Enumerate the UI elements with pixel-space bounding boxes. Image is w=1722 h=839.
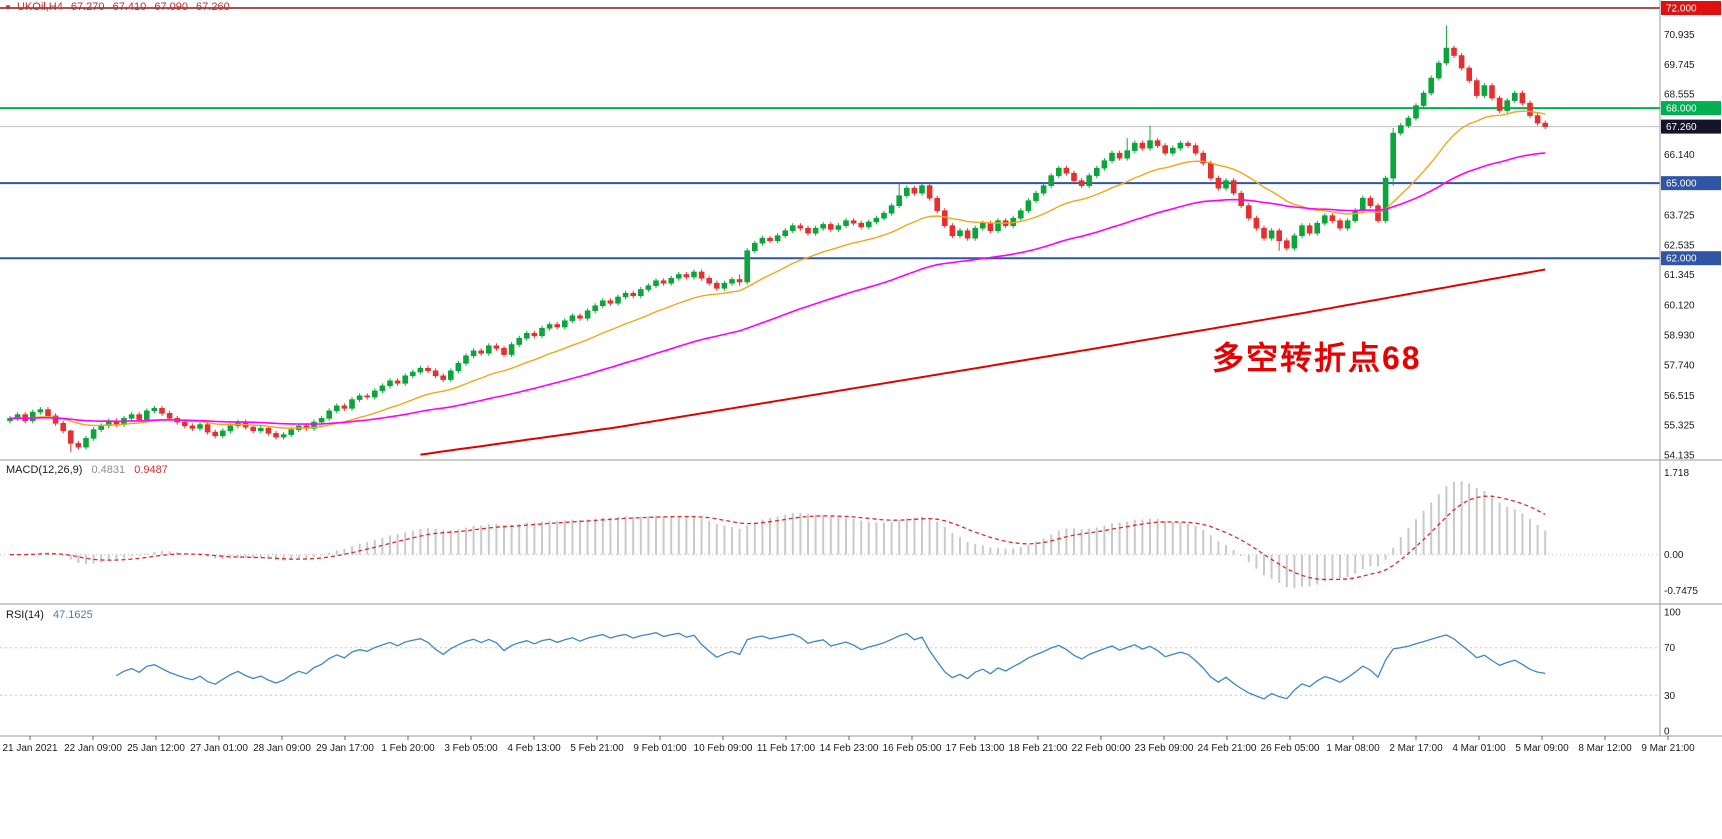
moving-averages-layer <box>9 110 1546 456</box>
macd-main-value: 0.4831 <box>91 464 126 476</box>
price-axis[interactable]: 70.935 69.745 68.555 66.140 63.725 62.535 61.3… <box>1661 1 1721 738</box>
svg-text:65.000: 65.000 <box>1666 179 1697 190</box>
svg-text:60.120: 60.120 <box>1664 301 1695 312</box>
svg-text:26 Feb 05:00: 26 Feb 05:00 <box>1261 743 1320 754</box>
svg-text:23 Feb 09:00: 23 Feb 09:00 <box>1135 743 1194 754</box>
ohlc-open-value: 67.270 <box>70 1 105 13</box>
svg-text:70.935: 70.935 <box>1664 30 1695 41</box>
svg-text:-0.7475: -0.7475 <box>1664 586 1698 597</box>
time-axis[interactable]: 21 Jan 2021 22 Jan 09:00 25 Jan 12:00 27 Ja… <box>2 736 1695 754</box>
svg-text:3 Feb 05:00: 3 Feb 05:00 <box>444 743 498 754</box>
svg-text:56.515: 56.515 <box>1664 391 1695 402</box>
svg-text:58.930: 58.930 <box>1664 331 1695 342</box>
svg-text:0: 0 <box>1664 727 1670 738</box>
ma-line-fast-orange <box>9 110 1546 429</box>
macd-signal-line <box>9 495 1546 581</box>
svg-text:1.718: 1.718 <box>1664 468 1689 479</box>
svg-text:0.00: 0.00 <box>1664 550 1684 561</box>
svg-text:54.135: 54.135 <box>1664 451 1695 462</box>
svg-text:16 Feb 05:00: 16 Feb 05:00 <box>883 743 942 754</box>
svg-text:72.000: 72.000 <box>1666 4 1697 15</box>
svg-text:66.140: 66.140 <box>1664 150 1695 161</box>
macd-signal-value: 0.9487 <box>134 464 168 476</box>
svg-text:9 Feb 01:00: 9 Feb 01:00 <box>633 743 687 754</box>
rsi-indicator-label: RSI(14) 47.1625 <box>6 609 99 621</box>
svg-text:5 Feb 21:00: 5 Feb 21:00 <box>570 743 624 754</box>
svg-text:14 Feb 23:00: 14 Feb 23:00 <box>820 743 879 754</box>
svg-text:63.725: 63.725 <box>1664 211 1695 222</box>
svg-text:62.535: 62.535 <box>1664 240 1695 251</box>
macd-indicator-label: MACD(12,26,9) 0.4831 0.9487 <box>6 464 174 476</box>
svg-text:2 Mar 17:00: 2 Mar 17:00 <box>1389 743 1443 754</box>
svg-text:1 Feb 20:00: 1 Feb 20:00 <box>381 743 435 754</box>
svg-text:70: 70 <box>1664 643 1676 654</box>
svg-text:21 Jan 2021: 21 Jan 2021 <box>2 743 57 754</box>
price-badge-65.000 <box>1661 176 1721 191</box>
svg-text:8 Mar 12:00: 8 Mar 12:00 <box>1578 743 1632 754</box>
svg-text:67.260: 67.260 <box>1666 122 1697 133</box>
svg-text:27 Jan 01:00: 27 Jan 01:00 <box>190 743 248 754</box>
price-badge-72.000 <box>1661 1 1721 15</box>
ohlc-high-value: 67.410 <box>112 1 147 13</box>
symbol-marker-icon: ▼ <box>4 3 12 12</box>
symbol-period-label: UKOil,H4 <box>16 1 63 13</box>
svg-text:5 Mar 09:00: 5 Mar 09:00 <box>1515 743 1569 754</box>
svg-text:68.000: 68.000 <box>1666 104 1697 115</box>
svg-text:62.000: 62.000 <box>1666 254 1697 265</box>
ma-line-slow-red <box>420 268 1546 456</box>
macd-name: MACD(12,26,9) <box>6 464 83 476</box>
svg-text:100: 100 <box>1664 608 1681 619</box>
ma-line-medium-magenta <box>9 152 1546 425</box>
svg-text:28 Jan 09:00: 28 Jan 09:00 <box>253 743 311 754</box>
svg-text:22 Feb 00:00: 22 Feb 00:00 <box>1072 743 1131 754</box>
rsi-line <box>116 632 1546 700</box>
svg-text:25 Jan 12:00: 25 Jan 12:00 <box>127 743 185 754</box>
svg-text:30: 30 <box>1664 691 1676 702</box>
chart-annotation[interactable]: 多空转折点68 <box>1212 340 1422 376</box>
svg-text:17 Feb 13:00: 17 Feb 13:00 <box>946 743 1005 754</box>
svg-text:9 Mar 21:00: 9 Mar 21:00 <box>1641 743 1695 754</box>
svg-text:11 Feb 17:00: 11 Feb 17:00 <box>757 743 816 754</box>
svg-text:29 Jan 17:00: 29 Jan 17:00 <box>316 743 374 754</box>
svg-text:68.555: 68.555 <box>1664 90 1695 101</box>
ohlc-close-value: 67.260 <box>196 1 230 13</box>
price-badge-62.000 <box>1661 251 1721 266</box>
svg-text:10 Feb 09:00: 10 Feb 09:00 <box>694 743 753 754</box>
symbol-ohlc-readout: ▼ UKOil,H4 67.270 67.410 67.090 67.260 <box>4 1 235 13</box>
svg-text:1 Mar 08:00: 1 Mar 08:00 <box>1326 743 1380 754</box>
panel-separators <box>0 0 1722 737</box>
svg-text:57.740: 57.740 <box>1664 360 1695 371</box>
rsi-panel <box>0 632 1660 700</box>
svg-text:55.325: 55.325 <box>1664 421 1695 432</box>
svg-text:61.345: 61.345 <box>1664 270 1695 281</box>
rsi-value: 47.1625 <box>52 609 93 621</box>
svg-text:18 Feb 21:00: 18 Feb 21:00 <box>1009 743 1068 754</box>
rsi-name: RSI(14) <box>6 609 44 621</box>
svg-text:22 Jan 09:00: 22 Jan 09:00 <box>64 743 122 754</box>
macd-panel <box>0 481 1660 588</box>
ohlc-low-value: 67.090 <box>154 1 188 13</box>
price-badge-68.000 <box>1661 101 1721 116</box>
hlines-layer[interactable] <box>0 7 1660 260</box>
svg-text:69.745: 69.745 <box>1664 60 1695 71</box>
svg-text:4 Mar 01:00: 4 Mar 01:00 <box>1452 743 1506 754</box>
price-badge-67.260 <box>1661 119 1721 134</box>
candles-layer <box>7 25 1548 453</box>
svg-text:4 Feb 13:00: 4 Feb 13:00 <box>507 743 561 754</box>
svg-text:24 Feb 21:00: 24 Feb 21:00 <box>1198 743 1257 754</box>
